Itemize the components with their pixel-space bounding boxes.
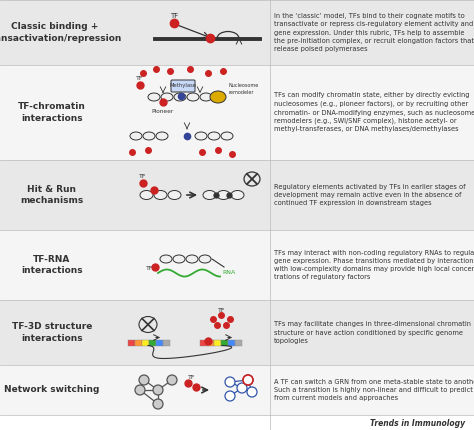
Ellipse shape [148,93,160,101]
Text: Pioneer: Pioneer [152,109,174,114]
Text: Network switching: Network switching [4,386,100,394]
Bar [128,340,135,345]
Text: TF-3D structure
interactions: TF-3D structure interactions [12,322,92,343]
Text: TF: TF [139,174,147,179]
Ellipse shape [208,132,220,140]
Circle shape [135,385,145,395]
Bar [149,340,156,345]
Circle shape [237,383,247,393]
Bar [228,340,235,345]
Bar [235,340,242,345]
Circle shape [167,375,177,385]
Ellipse shape [140,190,153,200]
Circle shape [153,399,163,409]
Circle shape [139,375,149,385]
Text: RNA: RNA [222,270,235,276]
Bar [0,300,474,365]
Text: A TF can switch a GRN from one meta-stable state to another.
Such a transition i: A TF can switch a GRN from one meta-stab… [274,379,474,401]
Bar [207,340,214,345]
Bar [0,365,474,415]
Ellipse shape [195,132,207,140]
Bar [135,340,142,345]
Text: TF: TF [170,12,178,18]
Ellipse shape [199,255,211,263]
Circle shape [225,377,235,387]
Bar [0,415,474,430]
Bar [214,340,221,345]
Ellipse shape [143,132,155,140]
Circle shape [225,391,235,401]
Ellipse shape [210,91,226,103]
Text: TF-chromatin
interactions: TF-chromatin interactions [18,102,86,123]
Text: Regulatory elements activated by TFs in earlier stages of
development may remain: Regulatory elements activated by TFs in … [274,184,465,206]
Circle shape [243,375,253,385]
Ellipse shape [203,190,216,200]
Ellipse shape [174,93,186,101]
Ellipse shape [217,190,230,200]
Ellipse shape [154,190,167,200]
Text: TFs can modify chromatin state, either by directly evicting
nucleosomes (e.g., p: TFs can modify chromatin state, either b… [274,92,474,132]
Bar [142,340,149,345]
Text: In the ‘classic’ model, TFs bind to their cognate motifs to
transactivate or rep: In the ‘classic’ model, TFs bind to thei… [274,13,474,52]
Text: Hit & Run
mechanisms: Hit & Run mechanisms [20,184,83,206]
Text: TF: TF [188,375,196,380]
Ellipse shape [168,190,181,200]
Ellipse shape [186,255,198,263]
FancyBboxPatch shape [171,80,195,92]
Ellipse shape [187,93,199,101]
Text: TF: TF [146,267,153,271]
Ellipse shape [221,132,233,140]
Ellipse shape [160,255,172,263]
Circle shape [243,375,253,385]
Bar [163,340,170,345]
Bar [200,340,207,345]
Ellipse shape [231,190,244,200]
Bar [0,230,474,300]
Bar [156,340,163,345]
Ellipse shape [161,93,173,101]
Text: TFs may interact with non-coding regulatory RNAs to regulate
gene expression. Ph: TFs may interact with non-coding regulat… [274,250,474,280]
Text: Trends in Immunology: Trends in Immunology [370,418,465,427]
Bar [0,160,474,230]
Circle shape [153,385,163,395]
Ellipse shape [156,132,168,140]
Circle shape [247,387,257,397]
Ellipse shape [130,132,142,140]
Text: TF-RNA
interactions: TF-RNA interactions [21,255,83,275]
Text: TFs may facilitate changes in three-dimensional chromatin
structure or have acti: TFs may facilitate changes in three-dime… [274,321,471,344]
Bar [0,0,474,65]
Text: Nucleosome
remodeler: Nucleosome remodeler [229,83,259,95]
Ellipse shape [200,93,212,101]
Ellipse shape [173,255,185,263]
Text: TF: TF [136,76,144,81]
Text: Classic binding +
transactivation/repression: Classic binding + transactivation/repres… [0,22,123,43]
Bar [0,65,474,160]
Bar [221,340,228,345]
Text: TF: TF [218,307,226,313]
Text: Methylase: Methylase [169,83,197,89]
